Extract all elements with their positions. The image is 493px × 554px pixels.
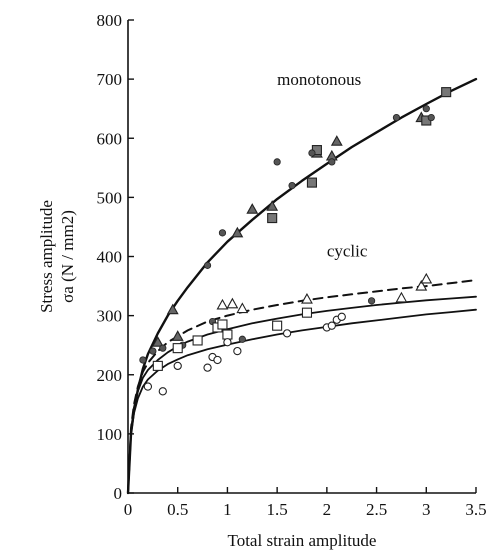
- data-point-filled-squares: [267, 213, 278, 224]
- data-point-open-triangles: [226, 297, 239, 309]
- data-point-dots: [218, 229, 227, 237]
- curve-cyclic-upper: [127, 279, 477, 494]
- x-tick-label: 1: [223, 500, 232, 519]
- ticks: 0 0.5 1 1.5 2 2.5 3 3.5 0 100 200 300 400 500 600 700 80…: [97, 11, 487, 519]
- data-point-open-circles: [327, 321, 336, 330]
- x-tick-label: 1.5: [267, 500, 288, 519]
- x-axis-label: Total strain amplitude: [228, 531, 377, 550]
- data-point-open-squares: [172, 343, 183, 354]
- data-point-open-squares: [192, 335, 203, 346]
- data-points: [139, 87, 452, 396]
- data-point-open-squares: [222, 329, 233, 340]
- data-point-open-circles: [173, 361, 182, 371]
- x-tick-label: 0.5: [167, 500, 188, 519]
- curve-cyclic-lower: [127, 308, 477, 494]
- data-point-dots: [288, 181, 296, 190]
- y-tick-label: 300: [97, 307, 123, 326]
- data-point-open-squares: [217, 319, 228, 330]
- y-tick-label: 200: [97, 366, 123, 385]
- data-point-dots: [367, 297, 376, 305]
- data-point-open-triangles: [395, 291, 408, 303]
- y-tick-label: 500: [97, 188, 123, 207]
- data-point-triangles: [171, 330, 184, 341]
- data-point-dots: [139, 356, 147, 364]
- data-point-dots: [273, 158, 281, 166]
- y-tick-label: 400: [97, 248, 123, 267]
- data-point-open-triangles: [420, 272, 433, 284]
- data-point-open-circles: [282, 329, 292, 338]
- data-point-open-triangles: [236, 302, 249, 314]
- data-point-triangles: [151, 336, 164, 347]
- data-point-open-squares: [301, 307, 313, 318]
- data-point-open-circles: [143, 382, 153, 391]
- data-point-open-triangles: [216, 298, 229, 310]
- data-point-open-triangles: [415, 279, 428, 291]
- y-tick-label: 700: [97, 70, 123, 89]
- data-point-triangles: [330, 135, 343, 146]
- y-tick-label: 800: [97, 11, 123, 30]
- data-point-open-circles: [213, 355, 222, 365]
- data-point-dots: [159, 344, 167, 352]
- y-tick-label: 100: [97, 425, 123, 444]
- x-tick-label: 3.5: [465, 500, 486, 519]
- data-point-dots: [328, 158, 336, 166]
- data-point-triangles: [231, 226, 244, 238]
- data-point-dots: [422, 105, 430, 113]
- y-axis-label-line1: Stress amplitude: [37, 200, 56, 313]
- data-point-open-triangles: [301, 292, 313, 304]
- data-point-dots: [149, 347, 157, 355]
- data-point-open-squares: [152, 360, 163, 371]
- curve-cyclic-middle: [127, 295, 477, 494]
- x-tick-label: 3: [422, 500, 431, 519]
- y-axis-label-line2: σa (N / mm2): [58, 210, 77, 303]
- data-point-filled-squares: [441, 87, 452, 98]
- annotation-cyclic: cyclic: [327, 242, 368, 261]
- data-point-dots: [427, 113, 435, 122]
- data-point-triangles: [246, 203, 259, 214]
- data-point-open-circles: [223, 338, 232, 347]
- data-point-triangles: [166, 303, 179, 315]
- data-point-triangles: [266, 200, 279, 211]
- y-tick-label: 0: [114, 484, 123, 503]
- data-point-dots: [392, 113, 401, 122]
- data-point-open-circles: [233, 346, 242, 356]
- data-point-dots: [308, 149, 316, 157]
- x-tick-label: 2: [323, 500, 332, 519]
- x-tick-label: 2.5: [366, 500, 387, 519]
- data-point-open-circles: [203, 363, 212, 372]
- data-point-filled-squares: [306, 177, 317, 188]
- x-tick-label: 0: [124, 500, 133, 519]
- annotation-monotonous: monotonous: [277, 70, 361, 89]
- data-point-open-circles: [158, 387, 167, 396]
- data-point-open-squares: [272, 320, 283, 331]
- y-tick-label: 600: [97, 129, 123, 148]
- data-point-dots: [203, 261, 212, 269]
- data-point-open-circles: [337, 312, 346, 321]
- data-point-dots: [238, 335, 246, 343]
- axes: [127, 20, 476, 494]
